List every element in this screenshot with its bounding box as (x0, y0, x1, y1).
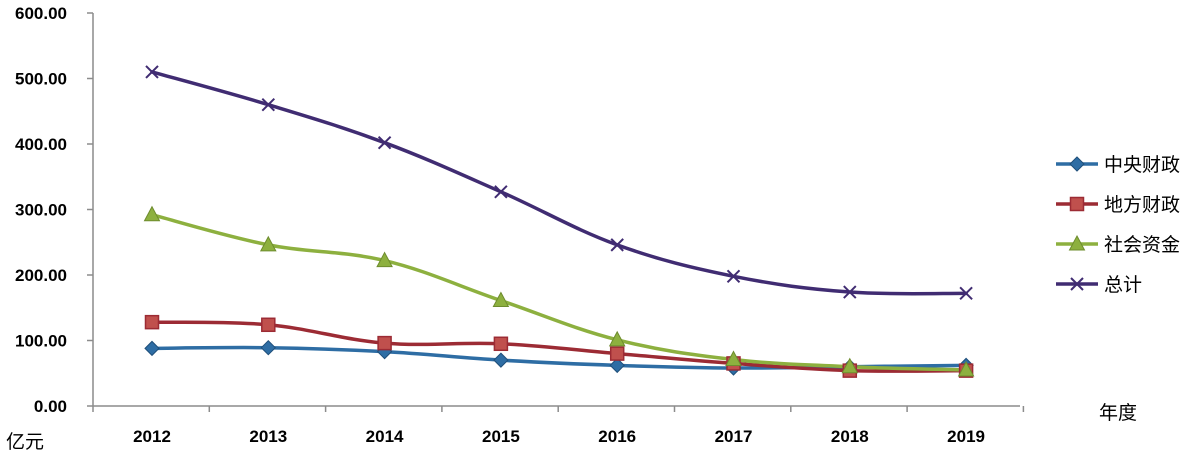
series-markers (143, 65, 975, 378)
x-tick-label: 2019 (947, 427, 985, 446)
x-tick-label: 2014 (366, 427, 404, 446)
data-point (144, 314, 160, 330)
data-point (609, 346, 625, 361)
axes: 0.00 100.00 200.00 300.00 400.00 500.00 600.00… (15, 4, 1025, 446)
y-tick-label: 100.00 (15, 332, 67, 351)
y-axis-title: 亿元 (6, 431, 44, 453)
data-point (608, 330, 626, 347)
legend-label: 中央财政 (1104, 154, 1180, 176)
series-line-2 (150, 212, 968, 372)
data-point (143, 205, 161, 222)
y-ticks: 0.00 100.00 200.00 300.00 400.00 500.00 600.00 (15, 4, 93, 416)
data-point (261, 317, 276, 333)
x-ticks: 2012 2013 2014 2015 2016 2017 2018 2019 (92, 406, 1025, 446)
data-point (610, 238, 624, 252)
y-tick-label: 500.00 (15, 70, 67, 89)
data-point (494, 185, 508, 199)
legend-label: 社会资金 (1104, 234, 1180, 256)
y-tick-label: 600.00 (15, 4, 67, 23)
data-point (609, 357, 625, 374)
data-point (376, 251, 393, 268)
data-point (726, 269, 741, 284)
x-tick-label: 2018 (831, 427, 869, 446)
legend-item: 总计 (1056, 274, 1142, 296)
x-tick-label: 2017 (715, 427, 753, 446)
data-point (493, 352, 509, 368)
data-point (377, 335, 392, 351)
data-point (843, 285, 857, 299)
legend-label: 地方财政 (1104, 194, 1180, 216)
x-tick-label: 2013 (249, 427, 287, 446)
legend-label: 总计 (1104, 274, 1142, 296)
legend-marker (1069, 156, 1085, 172)
series-line-1 (150, 320, 968, 373)
x-tick-label: 2015 (482, 427, 520, 446)
legend-item: 地方财政 (1056, 194, 1180, 216)
series-line-3 (150, 70, 968, 296)
legend-marker (1069, 196, 1085, 212)
legend-marker (1070, 277, 1084, 291)
y-tick-label: 400.00 (15, 135, 67, 154)
data-point (145, 65, 159, 79)
legend-item: 中央财政 (1056, 154, 1180, 176)
data-point (957, 360, 975, 377)
x-tick-label: 2012 (133, 427, 171, 446)
x-axis-title: 年度 (1099, 402, 1137, 424)
data-point (259, 235, 277, 252)
data-point (493, 336, 509, 352)
data-point (261, 97, 276, 112)
data-point (377, 135, 392, 150)
data-point (959, 286, 973, 301)
legend-item: 社会资金 (1056, 234, 1180, 256)
legend-marker (1068, 234, 1086, 251)
y-tick-label: 300.00 (15, 201, 67, 220)
data-point (144, 340, 160, 357)
series-lines (150, 70, 968, 373)
y-tick-label: 200.00 (15, 266, 67, 285)
data-point (725, 350, 742, 366)
x-tick-label: 2016 (598, 427, 636, 446)
data-point (841, 357, 859, 374)
data-point (492, 291, 510, 308)
y-tick-label: 0.00 (34, 397, 67, 416)
data-point (260, 339, 277, 356)
